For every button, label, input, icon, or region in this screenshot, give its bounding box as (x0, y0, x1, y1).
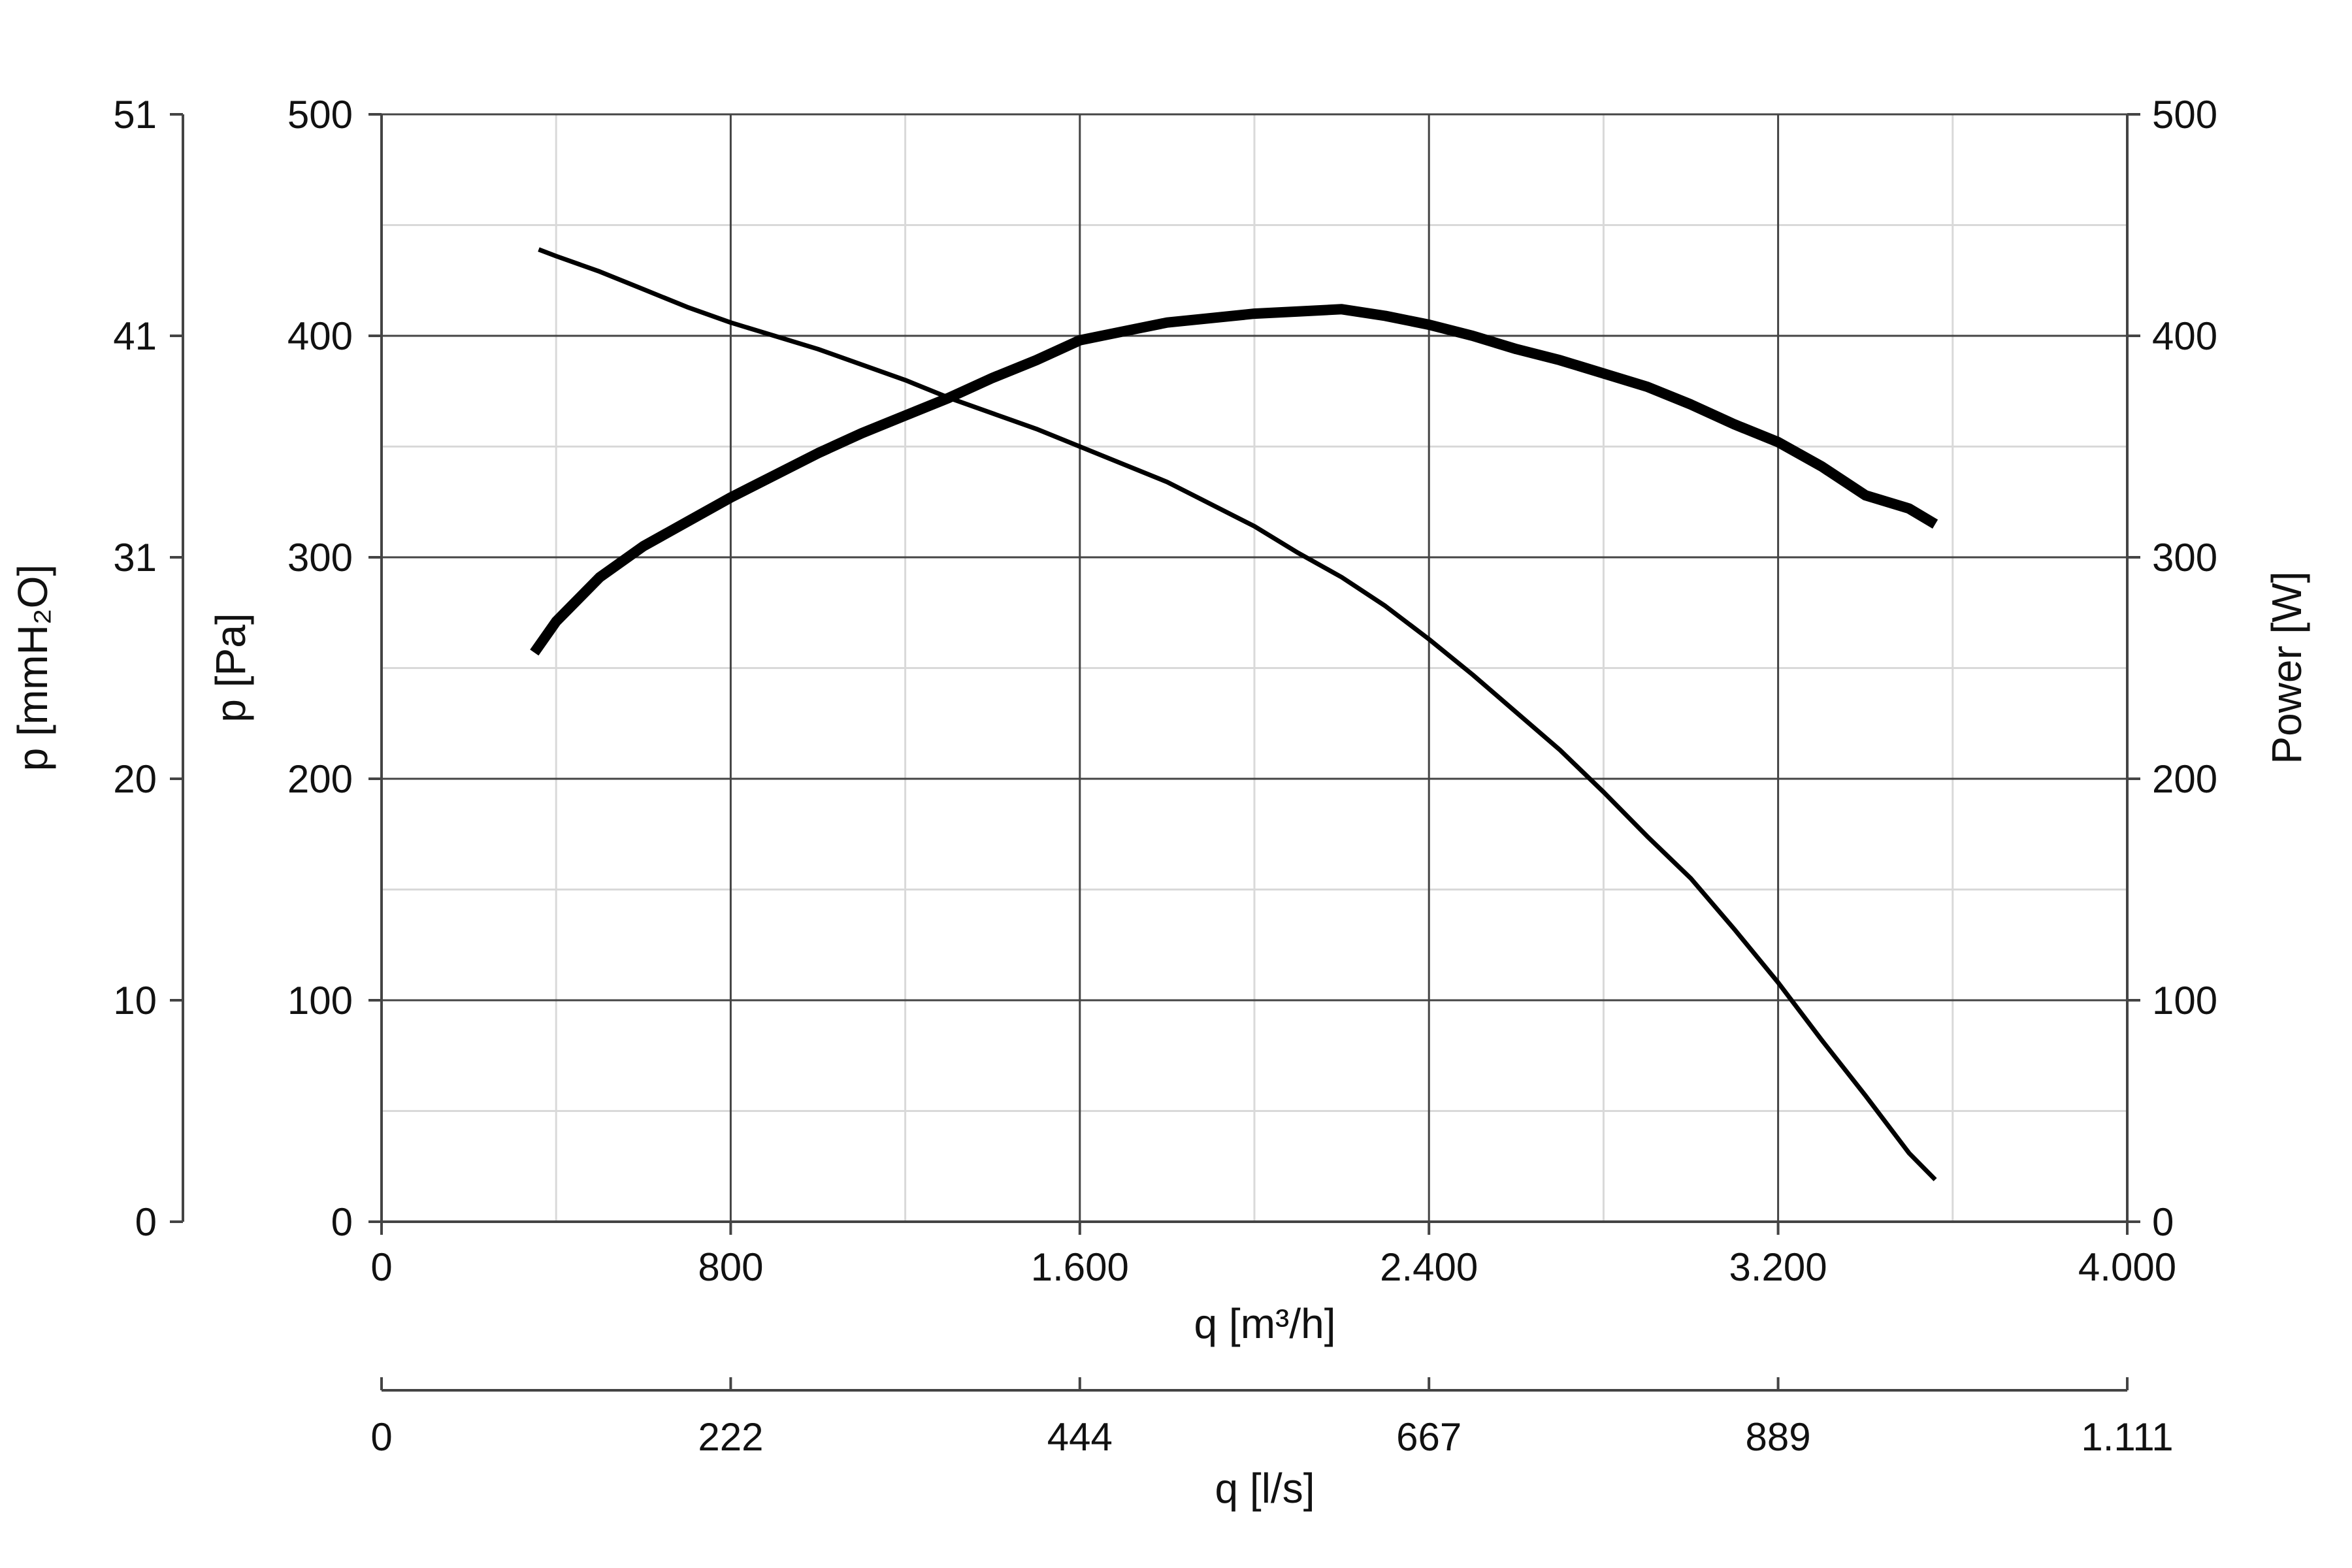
y-axis-title: p [Pa] (207, 613, 254, 722)
right-y-tick-label: 400 (2152, 314, 2217, 358)
y-tick-label: 500 (287, 93, 353, 137)
secondary-x-tick-label: 889 (1746, 1415, 1811, 1459)
secondary-x-axis-title: q [l/s] (1215, 1465, 1315, 1512)
secondary-x-tick-label: 444 (1047, 1415, 1113, 1459)
x-tick-label: 0 (370, 1245, 392, 1289)
minor-grid (382, 114, 2127, 1222)
power-curve (530, 304, 1938, 656)
secondary-x-tick-label: 0 (370, 1415, 392, 1459)
outer-y-tick-label: 0 (135, 1200, 157, 1244)
right-y-tick-label: 100 (2152, 979, 2217, 1022)
right-y-tick-label: 0 (2152, 1200, 2174, 1244)
y-tick-label: 300 (287, 536, 353, 580)
right-y-axis-title: Power [W] (2263, 571, 2310, 764)
outer-y-axis-title: p [mmH₂O] (9, 564, 56, 771)
tick-labels: 0 100 200 300 400 500 0 100 200 300 400 500 0 10 20 31 4… (113, 93, 2217, 1459)
outer-y-tick-label: 51 (113, 93, 157, 137)
axes (170, 113, 2140, 1392)
right-y-tick-label: 500 (2152, 93, 2217, 137)
y-tick-label: 200 (287, 757, 353, 801)
y-tick-label: 0 (331, 1200, 353, 1244)
series-layer (530, 247, 1938, 1182)
x-tick-label: 4.000 (2078, 1245, 2176, 1289)
pressure-curve (538, 247, 1937, 1182)
right-y-tick-label: 300 (2152, 536, 2217, 580)
outer-y-tick-label: 20 (113, 757, 157, 801)
x-tick-label: 3.200 (1729, 1245, 1827, 1289)
y-tick-label: 400 (287, 314, 353, 358)
x-axis-title: q [m³/h] (1194, 1300, 1336, 1347)
outer-y-tick-label: 10 (113, 979, 157, 1022)
x-tick-label: 2.400 (1380, 1245, 1478, 1289)
major-grid (382, 113, 2127, 1222)
x-tick-label: 800 (698, 1245, 763, 1289)
outer-y-tick-label: 31 (113, 536, 157, 580)
right-y-tick-label: 200 (2152, 757, 2217, 801)
y-tick-label: 100 (287, 979, 353, 1022)
outer-y-tick-label: 41 (113, 314, 157, 358)
x-tick-label: 1.600 (1031, 1245, 1129, 1289)
secondary-x-tick-label: 1.111 (2081, 1415, 2173, 1459)
secondary-x-tick-label: 667 (1396, 1415, 1462, 1459)
secondary-x-tick-label: 222 (698, 1415, 763, 1459)
